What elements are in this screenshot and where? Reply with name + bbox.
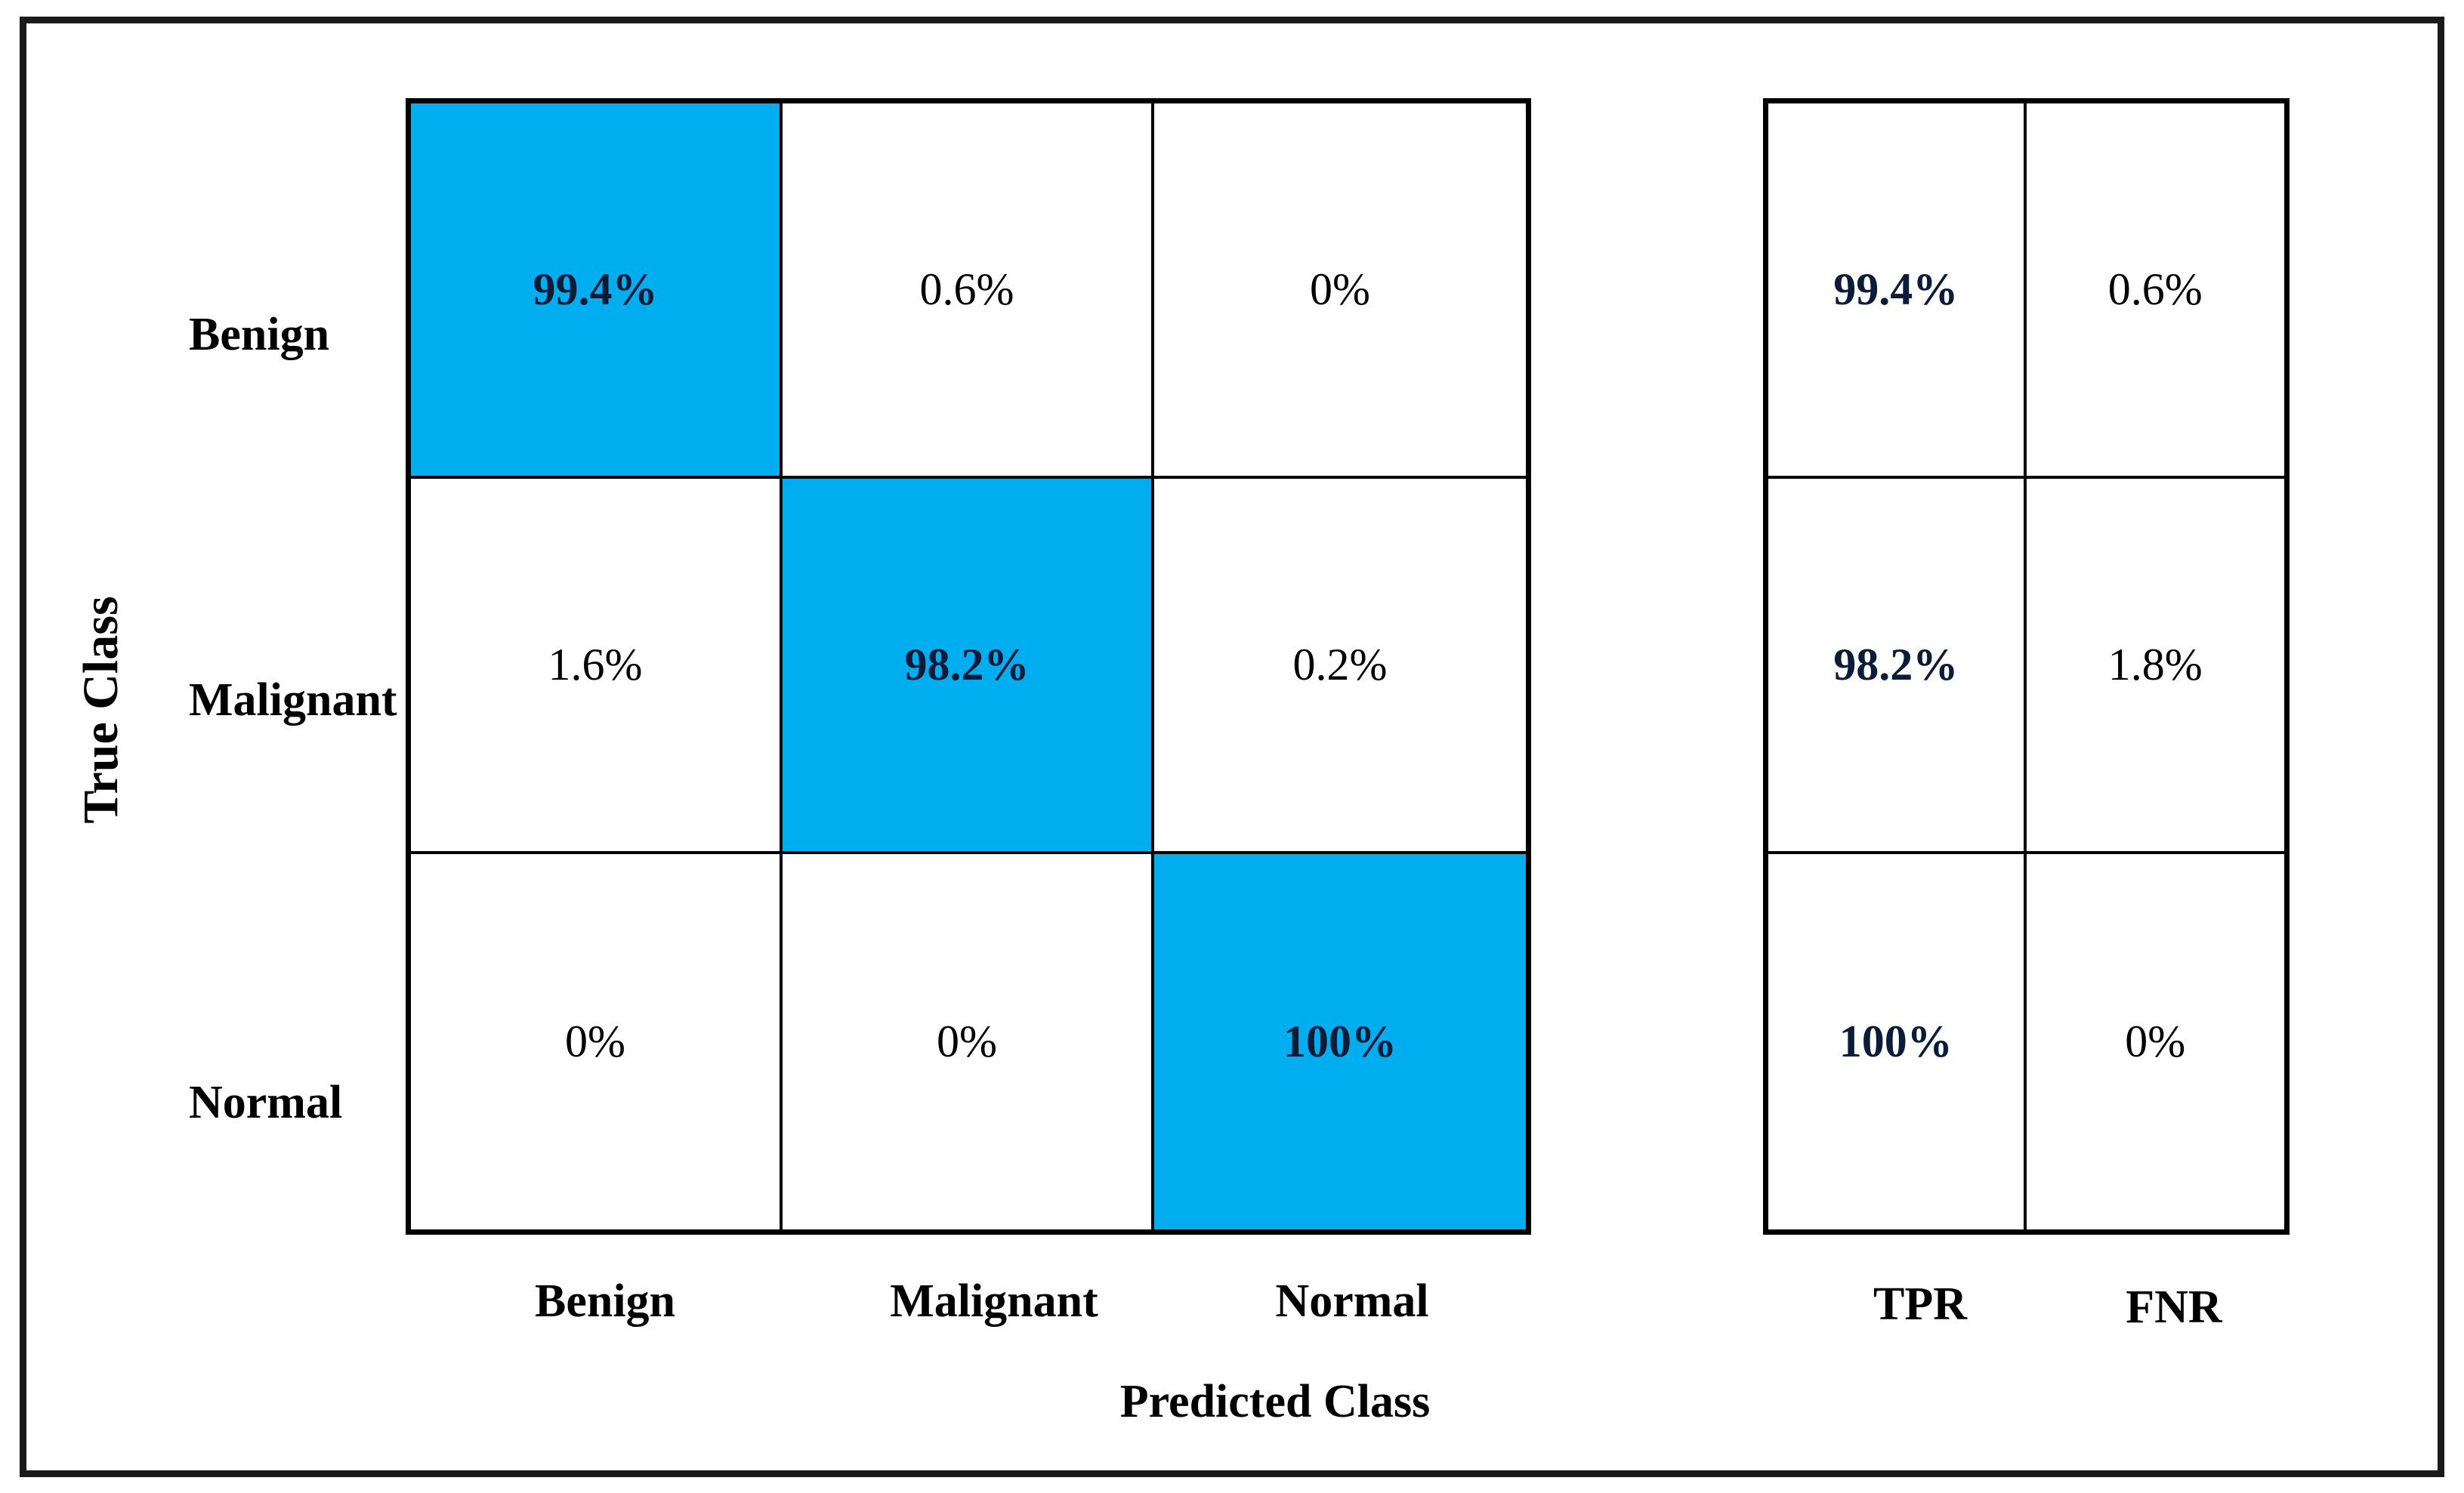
sm-cell-malignant-fnr: 1.8% (2026, 479, 2284, 854)
row-label-normal: Normal (189, 1077, 343, 1128)
y-axis-label: True Class (73, 596, 128, 824)
col-label-normal: Normal (1275, 1276, 1429, 1327)
cm-cell-benign-normal: 0% (1154, 103, 1526, 479)
col-label-tpr: TPR (1873, 1279, 1967, 1330)
col-label-benign: Benign (534, 1276, 676, 1327)
sm-cell-benign-fnr: 0.6% (2026, 103, 2284, 479)
tpr-fnr-table: 99.4% 0.6% 98.2% 1.8% 100% 0% (1763, 98, 2290, 1235)
cm-cell-benign-benign: 99.4% (411, 103, 783, 479)
cm-cell-normal-malignant: 0% (783, 854, 1154, 1229)
confusion-matrix: 99.4% 0.6% 0% 1.6% 98.2% 0.2% 0% 0% 100% (406, 98, 1531, 1235)
x-axis-label: Predicted Class (1119, 1376, 1431, 1427)
cm-cell-normal-normal: 100% (1154, 854, 1526, 1229)
cm-cell-normal-benign: 0% (411, 854, 783, 1229)
cm-cell-benign-malignant: 0.6% (783, 103, 1154, 479)
cm-cell-malignant-malignant: 98.2% (783, 479, 1154, 854)
col-label-fnr: FNR (2126, 1282, 2222, 1333)
row-label-benign: Benign (189, 309, 330, 360)
sm-cell-normal-tpr: 100% (1768, 854, 2027, 1229)
cm-cell-malignant-benign: 1.6% (411, 479, 783, 854)
cm-cell-malignant-normal: 0.2% (1154, 479, 1526, 854)
sm-cell-normal-fnr: 0% (2026, 854, 2284, 1229)
col-label-malignant: Malignant (890, 1276, 1098, 1327)
row-label-malignant: Malignant (189, 674, 397, 726)
sm-cell-benign-tpr: 99.4% (1768, 103, 2027, 479)
sm-cell-malignant-tpr: 98.2% (1768, 479, 2027, 854)
